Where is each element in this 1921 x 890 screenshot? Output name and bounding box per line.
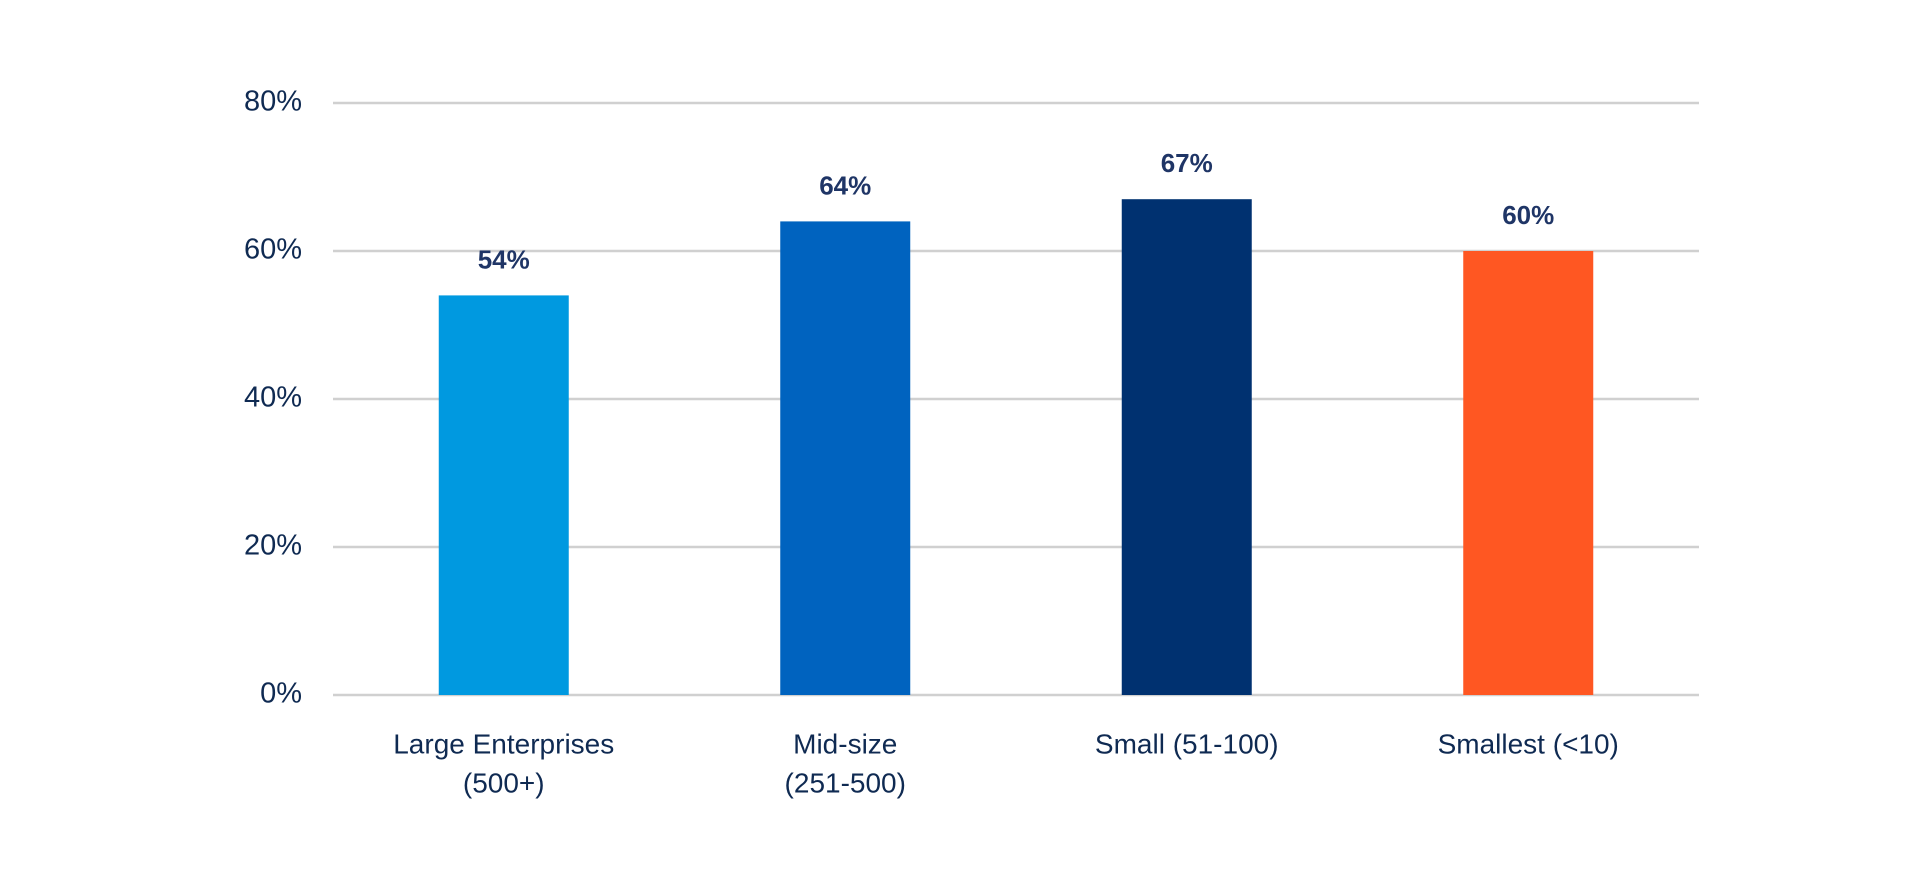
x-tick-label: (251-500) bbox=[785, 767, 906, 798]
y-tick-label: 20% bbox=[244, 530, 302, 562]
x-tick-label: Small (51-100) bbox=[1095, 728, 1279, 759]
y-tick-label: 0% bbox=[260, 678, 302, 710]
y-tick-label: 80% bbox=[244, 86, 302, 118]
y-tick-label: 40% bbox=[244, 382, 302, 414]
x-tick-label: (500+) bbox=[463, 767, 545, 798]
x-tick-label: Smallest (<10) bbox=[1438, 728, 1619, 759]
bar bbox=[1121, 199, 1252, 695]
value-label: 67% bbox=[1161, 148, 1213, 178]
bar bbox=[1463, 251, 1594, 695]
x-tick-label: Large Enterprises bbox=[393, 728, 614, 759]
value-label: 60% bbox=[1502, 200, 1554, 230]
bar bbox=[780, 221, 911, 695]
bar bbox=[438, 295, 569, 695]
value-label: 64% bbox=[819, 170, 871, 200]
y-tick-label: 60% bbox=[244, 234, 302, 266]
x-tick-label: Mid-size bbox=[793, 728, 897, 759]
value-label: 54% bbox=[478, 244, 530, 274]
